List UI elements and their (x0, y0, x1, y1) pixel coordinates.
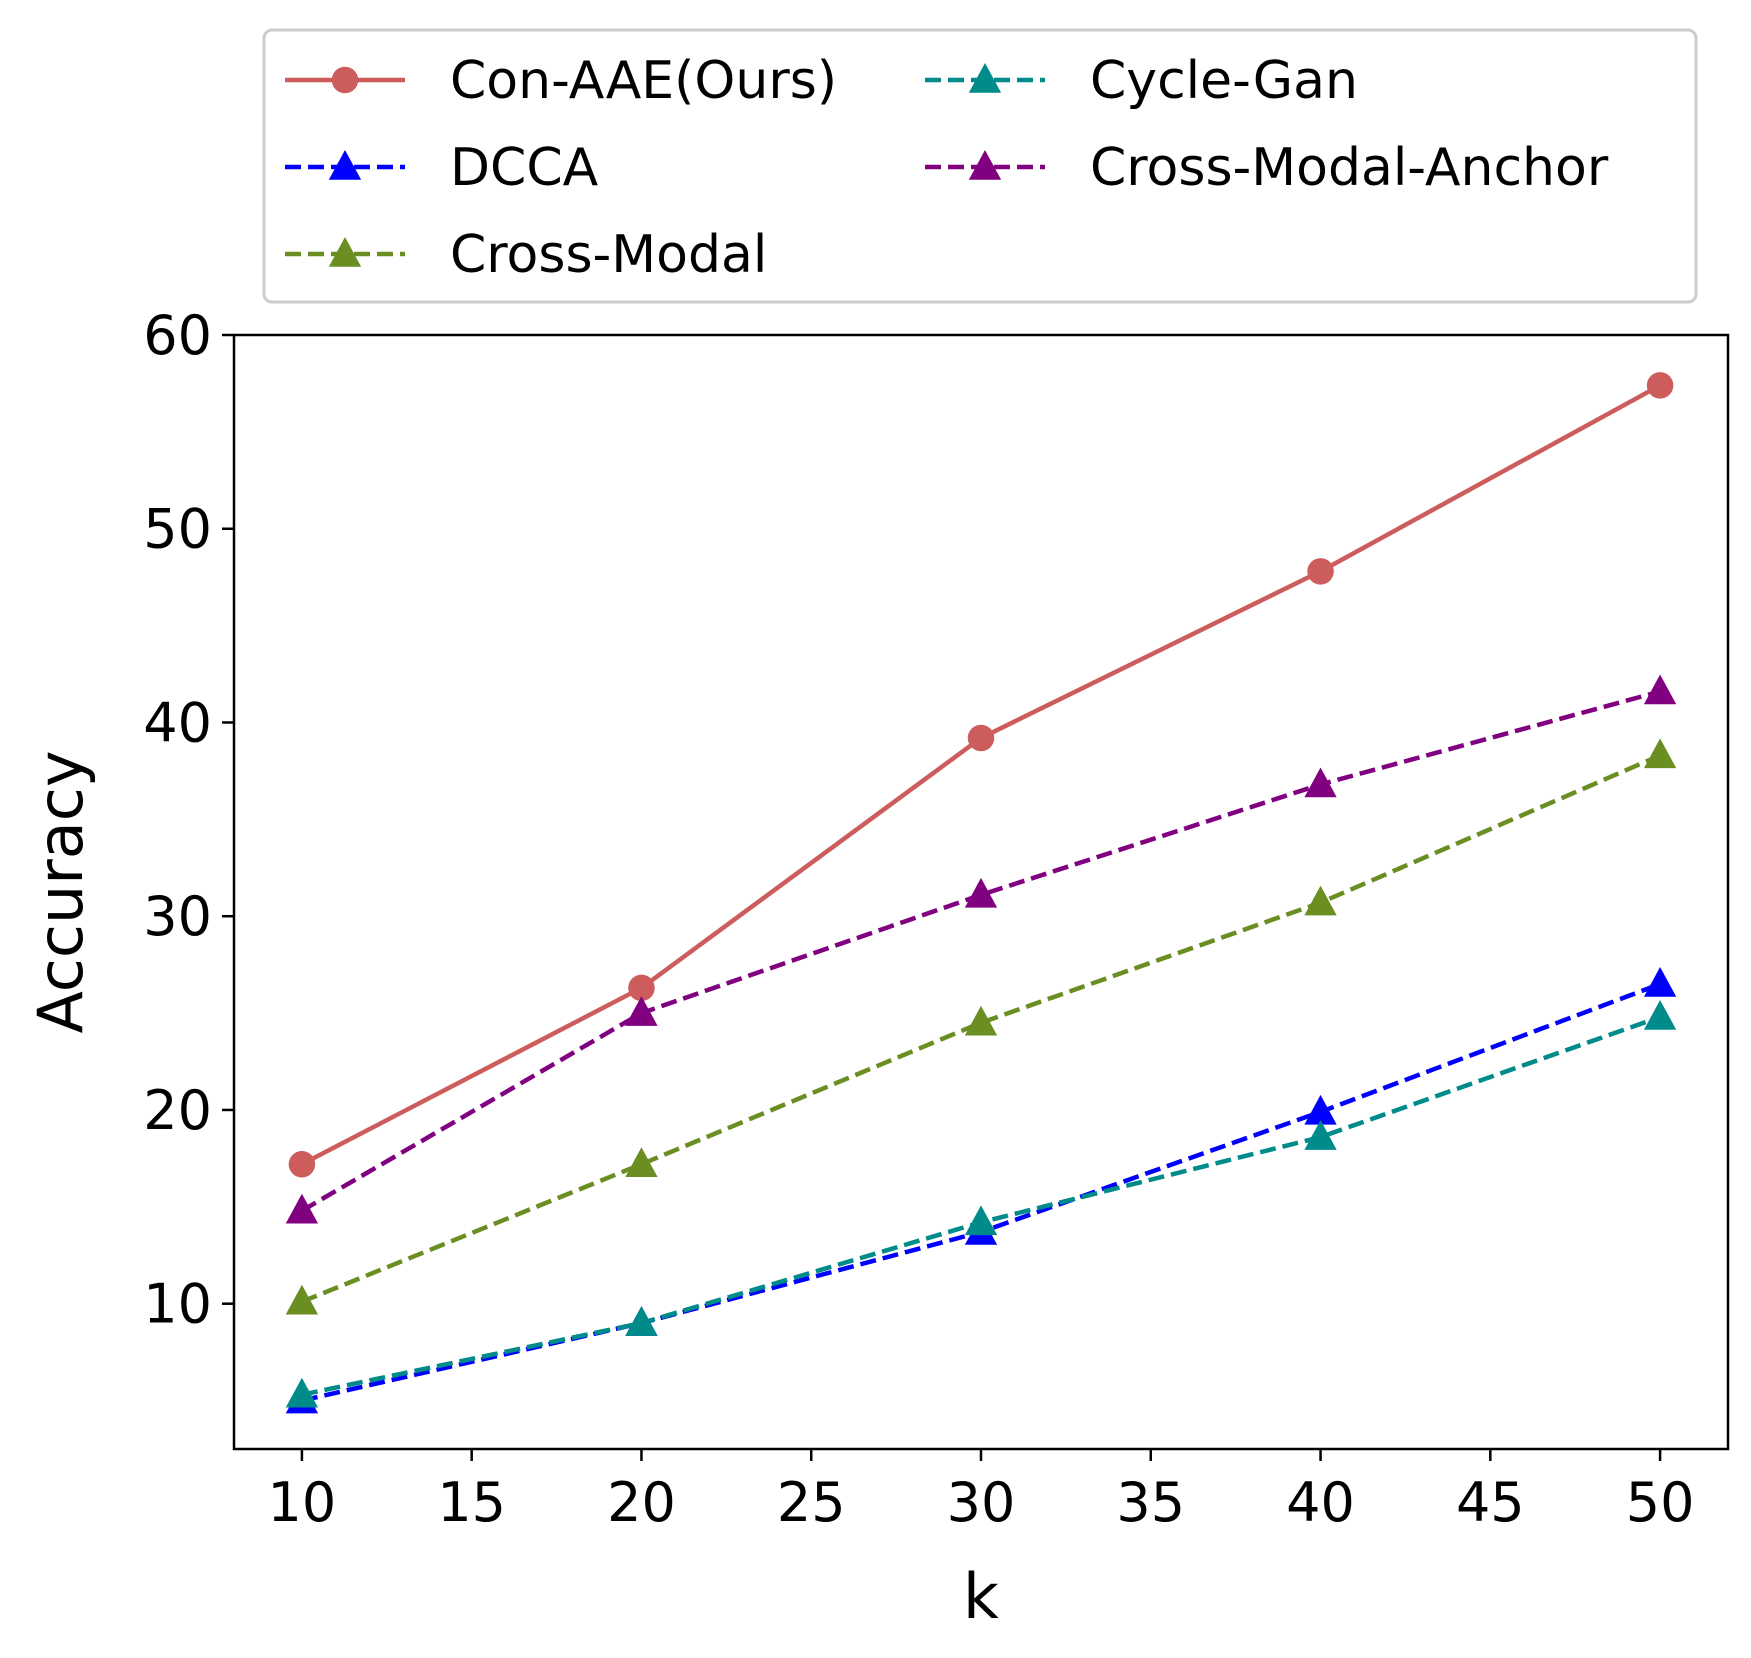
data-point (285, 1377, 319, 1408)
y-axis-label: Accuracy (24, 750, 97, 1033)
data-point (1304, 767, 1337, 798)
y-axis: 10 20 30 40 50 60 (143, 304, 234, 1336)
series-cycle-gan (285, 999, 1677, 1408)
data-point (1643, 967, 1677, 997)
x-tick-label: 20 (607, 1471, 676, 1534)
legend-marker (968, 63, 1002, 93)
data-point (1643, 999, 1677, 1030)
data-point (625, 1147, 658, 1177)
x-axis-label: k (963, 1560, 999, 1633)
legend: Con-AAE(Ours) DCCA Cross-Modal Cycle-Gan Cro… (262, 28, 1698, 304)
series-line (301, 981, 1661, 1403)
series-cross-modal-anchor (285, 674, 1677, 1224)
data-point (964, 1005, 998, 1036)
x-tick-label: 45 (1456, 1471, 1525, 1534)
x-tick-label: 10 (268, 1471, 337, 1534)
data-point (1307, 558, 1334, 585)
legend-label: Cross-Modal-Anchor (1090, 138, 1609, 198)
legend-marker (968, 150, 1002, 180)
x-tick-label: 30 (947, 1471, 1016, 1534)
y-tick-label: 20 (143, 1079, 212, 1142)
series-line (300, 383, 1662, 1167)
legend-label: Cycle-Gan (1090, 51, 1358, 111)
data-point (625, 1306, 658, 1336)
legend-label: Con-AAE(Ours) (450, 51, 837, 111)
data-point (285, 1284, 319, 1315)
x-tick-label: 50 (1626, 1471, 1695, 1534)
x-tick-label: 35 (1116, 1471, 1185, 1534)
legend-label: DCCA (450, 138, 599, 198)
data-point (285, 1193, 319, 1224)
x-tick-label: 15 (437, 1471, 506, 1534)
legend-marker (328, 237, 362, 267)
data-point (967, 724, 995, 752)
series-layer (285, 372, 1677, 1414)
data-point (288, 1150, 316, 1178)
series-cross-modal (285, 738, 1677, 1315)
y-tick-label: 50 (143, 498, 212, 561)
data-point (1304, 1094, 1337, 1125)
x-tick-label: 40 (1286, 1471, 1355, 1534)
legend-marker (328, 150, 362, 180)
data-point (1304, 885, 1337, 916)
data-point (1643, 674, 1677, 705)
series-con-aae-ours (288, 372, 1674, 1178)
legend-marker (331, 66, 359, 94)
data-point (1304, 1120, 1337, 1150)
series-line (300, 689, 1661, 1213)
y-tick-label: 60 (143, 304, 212, 367)
y-tick-label: 40 (143, 691, 212, 754)
data-point (625, 996, 658, 1026)
legend-label: Cross-Modal (450, 225, 767, 285)
data-point (1646, 372, 1674, 399)
data-point (1643, 738, 1677, 769)
y-tick-label: 10 (143, 1273, 212, 1336)
x-axis: 10 15 20 25 30 35 40 45 50 (268, 1449, 1695, 1534)
data-point (964, 1205, 998, 1236)
data-point (964, 877, 998, 908)
x-tick-label: 25 (777, 1471, 846, 1534)
data-point (628, 974, 655, 1002)
series-line (301, 753, 1661, 1304)
y-tick-label: 30 (143, 885, 212, 948)
